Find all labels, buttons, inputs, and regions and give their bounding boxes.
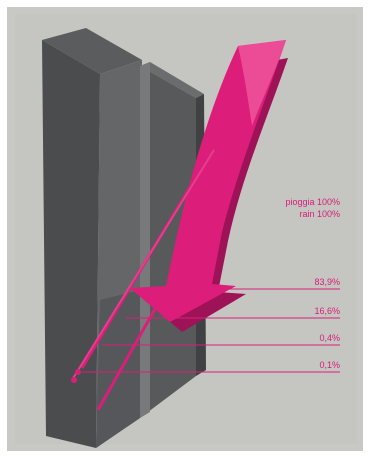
rear-panel-shade: [140, 62, 150, 418]
level-lines: [82, 288, 340, 373]
level-label-2: 16,6%: [314, 306, 340, 316]
level-label-3: 0,4%: [319, 333, 340, 343]
rain-arrow-highlight: [238, 40, 286, 126]
streak-dot-2: [71, 377, 77, 383]
streak-2: [71, 149, 215, 381]
front-panel-lower: [96, 290, 140, 448]
front-panel-top-face: [42, 28, 142, 74]
level-label-1: 83,9%: [314, 277, 340, 287]
legend-it: pioggia 100%: [285, 197, 340, 207]
front-panel-face: [42, 40, 100, 448]
rain-arrow: [130, 40, 288, 332]
rain-arrow-body: [130, 40, 286, 322]
legend-en: rain 100%: [299, 209, 340, 219]
level-label-4: 0,1%: [319, 360, 340, 370]
streak-dot-1: [75, 369, 81, 375]
rear-panel-top-face: [140, 62, 204, 98]
